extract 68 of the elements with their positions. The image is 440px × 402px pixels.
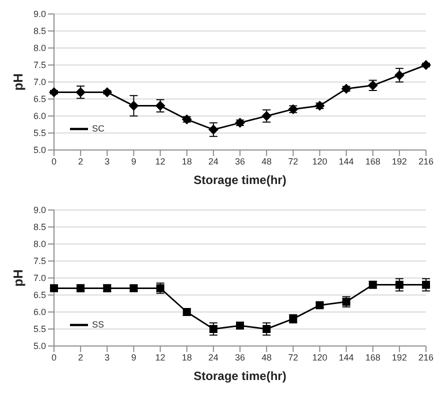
- x-tick-label: 72: [288, 156, 298, 166]
- y-tick-label: 5.0: [33, 145, 46, 156]
- y-tick-label: 7.0: [33, 77, 46, 88]
- x-tick-label: 216: [418, 156, 434, 166]
- x-tick-label: 192: [392, 352, 407, 362]
- y-tick-label: 8.5: [33, 26, 46, 36]
- point: [49, 87, 59, 98]
- x-tick-label: 0: [51, 352, 57, 362]
- y-tick-label: 5.5: [33, 324, 46, 334]
- y-tick-label: 8.5: [33, 222, 46, 232]
- x-tick-label: 168: [365, 156, 380, 166]
- x-tick-label: 192: [392, 156, 407, 166]
- legend-label: SC: [92, 123, 105, 134]
- y-tick-label: 7.0: [33, 273, 46, 284]
- x-tick-label: 120: [312, 156, 328, 166]
- y-tick-label: 6.5: [33, 290, 46, 300]
- x-tick-label: 72: [288, 352, 298, 362]
- x-tick-label: 36: [234, 352, 246, 362]
- x-tick-label: 3: [104, 352, 110, 362]
- y-tick-label: 5.5: [33, 128, 46, 138]
- point: [422, 280, 430, 289]
- point: [50, 284, 58, 292]
- point: [182, 308, 191, 316]
- point: [421, 60, 431, 70]
- x-axis-title: Storage time(hr): [194, 173, 286, 187]
- y-tick-label: 5.0: [33, 341, 46, 352]
- x-tick-label: 9: [131, 352, 136, 362]
- point: [102, 87, 112, 98]
- x-tick-label: 216: [418, 352, 434, 362]
- point: [236, 322, 244, 330]
- point: [394, 70, 404, 80]
- x-tick-label: 0: [51, 156, 57, 166]
- y-tick-label: 6.5: [33, 94, 46, 104]
- x-tick-label: 48: [262, 156, 272, 166]
- x-tick-label: 168: [365, 352, 380, 362]
- point: [128, 100, 139, 111]
- y-tick-label: 8.0: [33, 43, 46, 54]
- y-axis-title: pH: [10, 73, 26, 91]
- point: [395, 280, 404, 289]
- x-tick-label: 3: [104, 156, 110, 166]
- y-tick-label: 9.0: [33, 205, 46, 216]
- x-tick-label: 144: [338, 156, 354, 166]
- x-tick-label: 48: [262, 352, 272, 362]
- x-tick-label: 24: [208, 156, 218, 166]
- x-tick-label: 9: [131, 156, 136, 166]
- y-axis-title: pH: [10, 269, 26, 287]
- x-tick-label: 2: [78, 352, 84, 362]
- x-tick-label: 18: [182, 352, 192, 362]
- x-tick-label: 18: [182, 156, 192, 166]
- y-tick-label: 8.0: [33, 239, 46, 250]
- x-tick-label: 12: [155, 352, 166, 362]
- y-tick-label: 6.0: [33, 111, 46, 122]
- point: [262, 111, 272, 121]
- y-tick-label: 9.0: [33, 9, 46, 20]
- y-tick-label: 7.5: [33, 256, 46, 266]
- x-axis-title: Storage time(hr): [194, 369, 286, 383]
- x-tick-label: 120: [312, 352, 328, 362]
- x-tick-label: 144: [338, 352, 354, 362]
- point: [262, 325, 271, 333]
- x-tick-label: 2: [78, 156, 84, 166]
- x-tick-label: 12: [155, 156, 166, 166]
- x-tick-label: 24: [208, 352, 218, 362]
- x-tick-label: 36: [234, 156, 246, 166]
- point: [208, 124, 218, 135]
- legend-label: SS: [92, 319, 104, 330]
- y-tick-label: 6.0: [33, 307, 46, 318]
- y-tick-label: 7.5: [33, 60, 46, 70]
- point: [209, 325, 218, 333]
